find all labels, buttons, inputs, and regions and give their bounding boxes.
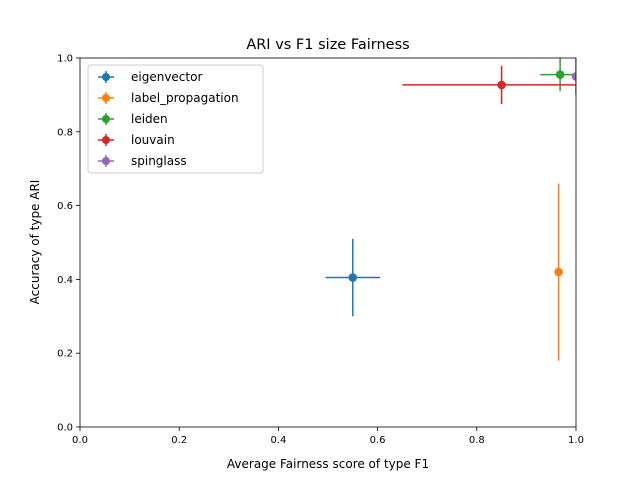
x-tick-label: 0.6	[370, 435, 386, 446]
y-tick-label: 0.8	[57, 127, 73, 138]
series-eigenvector	[325, 238, 381, 317]
y-tick-label: 0.4	[57, 275, 73, 286]
legend-box	[87, 64, 264, 174]
x-tick-label: 0.4	[270, 435, 286, 446]
legend-label-leiden: leiden	[131, 112, 168, 126]
legend-item-spinglass: spinglass	[98, 154, 187, 168]
point-spinglass	[571, 72, 576, 81]
x-axis-label: Average Fairness score of type F1	[227, 457, 429, 471]
legend-marker-louvain	[102, 136, 110, 144]
y-tick-label: 0.2	[57, 349, 73, 360]
legend-label-label_propagation: label_propagation	[131, 91, 239, 105]
y-axis-label: Accuracy of type ARI	[28, 180, 42, 305]
legend-item-label_propagation: label_propagation	[98, 91, 239, 105]
legend-marker-spinglass	[102, 157, 110, 165]
series-spinglass	[571, 58, 576, 95]
legend-marker-leiden	[102, 115, 110, 123]
legend-item-leiden: leiden	[98, 112, 168, 126]
x-tick-label: 0.8	[469, 435, 485, 446]
point-leiden	[555, 70, 565, 79]
axes-frame	[79, 57, 577, 428]
y-tick-label: 0.6	[57, 201, 73, 212]
legend-label-eigenvector: eigenvector	[131, 70, 202, 84]
data-marks	[325, 58, 576, 361]
x-tick-label: 1.0	[568, 435, 584, 446]
point-label_propagation	[554, 267, 563, 277]
legend-item-louvain: louvain	[98, 133, 175, 147]
y-tick-label: 1.0	[57, 54, 73, 65]
point-louvain	[497, 80, 506, 90]
legend-marker-eigenvector	[102, 73, 110, 81]
plot-area: 0.0 0.2 0.4 0.6 0.8 1.0 0.0 0.2 0.4 0.6 0.8 1.0 eige…	[57, 54, 584, 447]
legend-marker-label_propagation	[102, 94, 110, 102]
chart-title: ARI vs F1 size Fairness	[246, 37, 409, 53]
y-tick-label: 0.0	[57, 423, 73, 434]
series-louvain	[402, 65, 576, 105]
legend-item-eigenvector: eigenvector	[98, 70, 202, 84]
legend-label-spinglass: spinglass	[131, 154, 187, 168]
point-eigenvector	[348, 273, 358, 282]
legend-label-louvain: louvain	[131, 133, 175, 147]
x-tick-label: 0.2	[171, 435, 187, 446]
x-tick-label: 0.0	[72, 435, 88, 446]
series-label_propagation	[554, 183, 563, 361]
